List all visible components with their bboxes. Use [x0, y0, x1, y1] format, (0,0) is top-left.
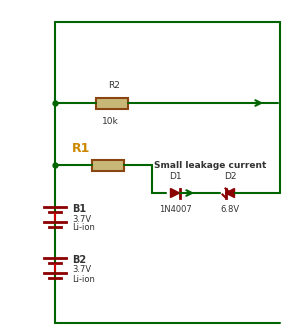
- Text: 3.7V: 3.7V: [72, 266, 91, 274]
- Polygon shape: [170, 189, 179, 198]
- Bar: [96, 97, 128, 109]
- Text: R1: R1: [72, 141, 90, 154]
- Text: 10k: 10k: [102, 117, 119, 126]
- Text: B1: B1: [72, 204, 86, 214]
- Text: B2: B2: [72, 255, 86, 265]
- Text: 3.7V: 3.7V: [72, 214, 91, 223]
- Polygon shape: [225, 189, 235, 198]
- Text: Small leakage current: Small leakage current: [154, 160, 266, 170]
- Bar: [92, 159, 124, 171]
- Text: D2: D2: [224, 172, 236, 181]
- Text: R2: R2: [108, 81, 120, 90]
- Text: D1: D1: [169, 172, 181, 181]
- Text: 1N4007: 1N4007: [159, 205, 191, 214]
- Text: 6.8V: 6.8V: [220, 205, 240, 214]
- Text: Li-ion: Li-ion: [72, 223, 95, 232]
- Text: Li-ion: Li-ion: [72, 274, 95, 283]
